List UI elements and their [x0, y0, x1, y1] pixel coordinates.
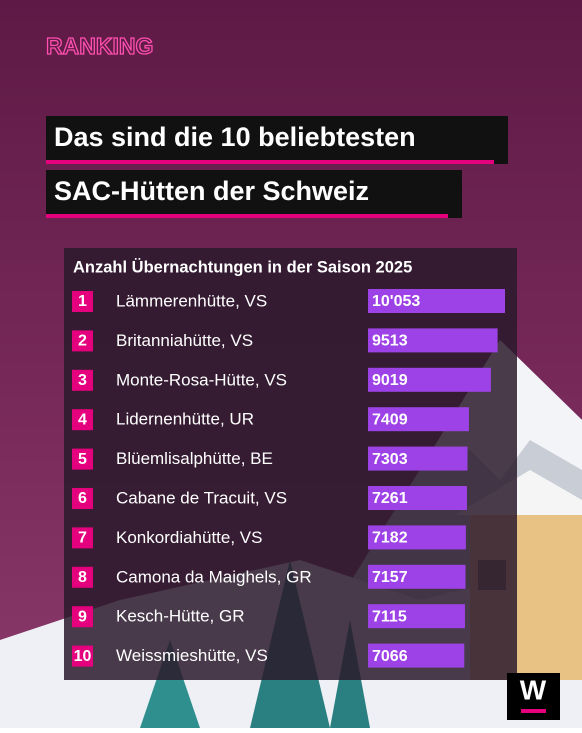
rank-box	[72, 330, 93, 352]
rank: 3	[78, 372, 87, 389]
value-label: 9019	[372, 372, 408, 389]
rank-box	[72, 488, 93, 509]
chart-title: SAC-Hütten der Schweiz	[54, 176, 369, 206]
logo: W	[520, 674, 547, 705]
category-label: Britanniahütte, VS	[116, 331, 253, 350]
rank: 4	[78, 411, 87, 428]
rank: 5	[78, 451, 87, 468]
value-label: 7182	[372, 530, 408, 547]
bar	[368, 525, 466, 550]
rank: 7	[78, 530, 87, 547]
bar	[368, 407, 469, 432]
rank: 9	[78, 608, 87, 625]
rank-box	[72, 369, 93, 391]
category-label: Konkordiahütte, VS	[116, 528, 262, 547]
title-underline	[46, 160, 494, 164]
chart-title: Das sind die 10 beliebtesten	[54, 122, 416, 152]
title-underline	[46, 214, 448, 218]
bar	[368, 289, 505, 313]
subtitle: Anzahl Übernachtungen in der Saison 2025	[73, 257, 412, 276]
rank-box	[72, 606, 93, 628]
category-label: Kesch-Hütte, GR	[116, 607, 245, 626]
value-label: 10'053	[372, 293, 420, 310]
rank: 1	[78, 293, 87, 310]
rank: 8	[78, 569, 87, 586]
value-label: 7157	[372, 569, 408, 586]
bar	[368, 486, 467, 510]
bar	[368, 328, 498, 353]
category-label: Lämmerenhütte, VS	[116, 291, 267, 310]
rank: 6	[78, 490, 87, 507]
kicker: RANKING	[46, 33, 153, 59]
value-label: 7303	[372, 451, 408, 468]
rank-box	[72, 448, 93, 470]
category-label: Lidernenhütte, UR	[116, 410, 254, 429]
rank-box	[72, 645, 93, 667]
rank: 10	[74, 648, 92, 665]
rank-box	[72, 291, 93, 312]
bar	[368, 446, 468, 471]
bar	[368, 367, 491, 392]
value-label: 9513	[372, 333, 408, 350]
rank: 2	[78, 333, 87, 350]
category-label: Cabane de Tracuit, VS	[116, 488, 287, 507]
title-box	[46, 170, 462, 218]
rank-box	[72, 409, 93, 431]
title-box	[46, 116, 508, 164]
bar	[368, 643, 465, 668]
category-label: Camona da Maighels, GR	[116, 567, 312, 586]
logo-underline	[521, 709, 546, 713]
rank-box	[72, 566, 93, 588]
value-label: 7066	[372, 648, 408, 665]
category-label: Weissmieshütte, VS	[116, 646, 268, 665]
bar	[368, 564, 466, 589]
category-label: Blüemlisalphütte, BE	[116, 449, 273, 468]
category-label: Monte-Rosa-Hütte, VS	[116, 370, 287, 389]
value-label: 7115	[372, 608, 407, 625]
rank-box	[72, 527, 93, 549]
value-label: 7261	[372, 490, 408, 507]
bar	[368, 604, 465, 629]
value-label: 7409	[372, 411, 408, 428]
